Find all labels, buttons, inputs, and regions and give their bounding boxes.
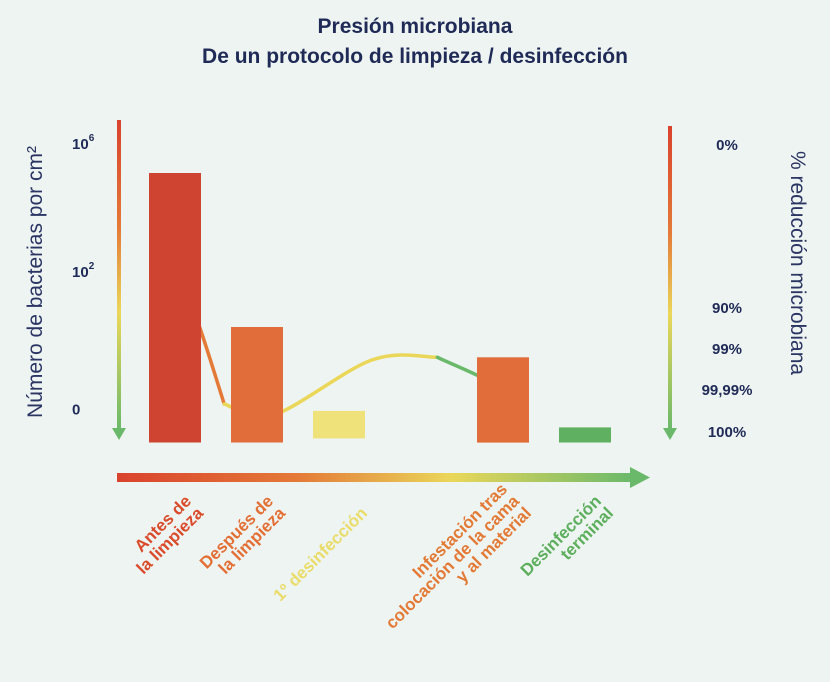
category-label-4: Desinfecciónterminal xyxy=(517,492,617,592)
left-tick-exponent-0: 6 xyxy=(89,133,95,144)
chart-title-line-2: De un protocolo de limpieza / desinfecci… xyxy=(202,45,628,68)
left-tick-label-2: 0 xyxy=(72,402,80,419)
bar-2 xyxy=(313,410,365,439)
y-axis-left-title: Número de bacterias por cm² xyxy=(24,146,47,418)
bar-3 xyxy=(477,357,529,443)
left-tick-base-1: 10 xyxy=(72,264,89,281)
category-label-3: Infestación trascolocación de la camay a… xyxy=(370,479,535,644)
left-tick-base-0: 10 xyxy=(72,136,89,153)
category-label-3-line-1: colocación de la cama xyxy=(382,491,523,632)
left-tick-exponent-1: 2 xyxy=(89,261,95,272)
left-tick-base-2: 0 xyxy=(72,402,80,419)
bar-1 xyxy=(231,327,283,443)
bars-layer xyxy=(149,173,611,443)
left-tick-label-0: 106 xyxy=(72,133,95,153)
right-tick-label-0: 0% xyxy=(716,137,738,154)
right-tick-label-2: 99% xyxy=(712,341,742,358)
right-tick-label-3: 99,99% xyxy=(702,382,753,399)
right-axis-ticks: 0% 90% 99% 99,99% 100% xyxy=(702,137,753,441)
x-axis-arrow xyxy=(117,467,650,488)
category-label-0: Antes dela limpieza xyxy=(121,491,208,578)
left-tick-label-1: 102 xyxy=(72,261,95,281)
right-tick-label-4: 100% xyxy=(708,424,746,441)
right-tick-label-1: 90% xyxy=(712,300,742,317)
category-label-1: Después dela limpieza xyxy=(196,491,289,584)
trend-line-layer xyxy=(173,259,522,430)
right-axis-arrow xyxy=(663,126,677,440)
y-axis-right-title: % reducción microbiana xyxy=(786,151,809,375)
bar-0 xyxy=(149,173,201,443)
chart-title-line-1: Presión microbiana xyxy=(318,15,513,38)
bar-4 xyxy=(559,427,611,443)
left-axis-arrow xyxy=(112,120,126,440)
